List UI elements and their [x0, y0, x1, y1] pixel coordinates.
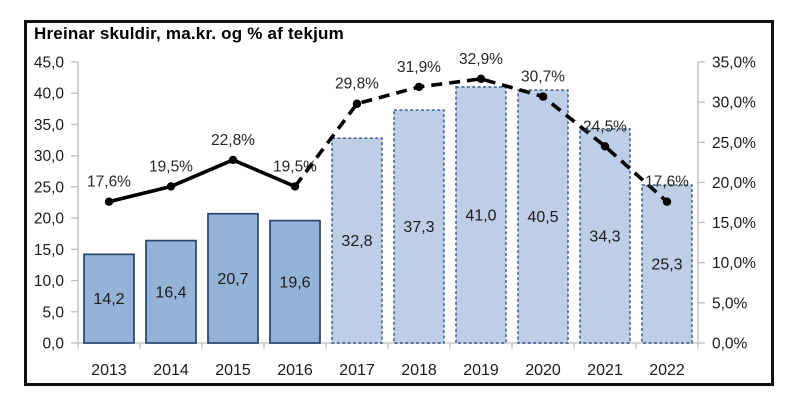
left-axis-tick-label: 40,0: [34, 86, 65, 103]
bar-2017: [331, 137, 383, 344]
line-percent-label: 17,6%: [87, 174, 131, 191]
left-axis-tick-label: 10,0: [34, 273, 65, 290]
line-marker-2020: [538, 92, 548, 101]
x-axis-category-label: 2021: [587, 362, 623, 379]
line-marker-2022: [662, 197, 672, 206]
x-axis-category-label: 2014: [153, 362, 189, 379]
bar-2018: [393, 109, 445, 344]
bar-2019: [455, 86, 507, 344]
right-axis-tick-label: 20,0%: [712, 175, 756, 192]
bar-value-label: 19,6: [279, 274, 310, 291]
line-marker-2016: [290, 182, 300, 191]
line-marker-2019: [476, 74, 486, 84]
left-axis-tick-label: 25,0: [34, 179, 65, 196]
bar-value-label: 32,8: [341, 233, 372, 250]
bar-value-label: 16,4: [155, 284, 186, 301]
bar-2022: [641, 184, 693, 344]
line-actual-solid: [107, 158, 297, 204]
bar-2016: [269, 219, 321, 344]
line-marker-2015: [228, 155, 238, 165]
line-percent-label: 19,5%: [149, 158, 193, 175]
left-axis-tick-label: 5,0: [42, 304, 64, 321]
bar-value-label: 37,3: [403, 219, 434, 236]
line-percent-label: 22,8%: [211, 132, 255, 149]
bar-value-label: 34,3: [589, 228, 620, 245]
right-axis-tick-label: 35,0%: [712, 55, 756, 72]
line-marker-2018: [414, 82, 424, 92]
bar-value-label: 41,0: [465, 207, 496, 224]
x-axis-category-label: 2019: [463, 362, 499, 379]
x-axis-category-label: 2018: [401, 362, 437, 379]
bar-2021: [579, 128, 631, 344]
x-axis-category-label: 2015: [215, 362, 251, 379]
left-axis-tick-label: 35,0: [34, 117, 65, 134]
x-axis-category-label: 2020: [525, 362, 561, 379]
bar-value-label: 14,2: [93, 291, 124, 308]
line-percent-label: 24,5%: [583, 118, 627, 135]
line-percent-label: 32,9%: [459, 51, 503, 68]
bar-2020: [517, 89, 569, 344]
right-axis-tick-label: 10,0%: [712, 255, 756, 272]
left-axis-tick-label: 0,0: [42, 336, 64, 353]
left-axis-tick-label: 45,0: [34, 55, 65, 72]
x-axis-category-label: 2016: [277, 362, 313, 379]
chart-title: Hreinar skuldir, ma.kr. og % af tekjum: [34, 24, 344, 43]
line-percent-label: 19,5%: [273, 158, 317, 175]
bar-2014: [145, 239, 197, 344]
left-axis-tick-label: 20,0: [34, 211, 65, 228]
x-axis-category-label: 2017: [339, 362, 375, 379]
right-axis-tick-label: 30,0%: [712, 95, 756, 112]
line-marker-2021: [600, 142, 610, 151]
line-percent-label: 17,6%: [645, 174, 689, 191]
line-marker-2017: [352, 99, 362, 108]
line-percent-label: 30,7%: [521, 69, 565, 86]
right-axis-tick-label: 15,0%: [712, 215, 756, 232]
line-marker-2013: [104, 197, 114, 206]
right-axis-tick-label: 5,0%: [712, 295, 748, 312]
bar-value-label: 20,7: [217, 271, 248, 288]
bar-value-label: 40,5: [527, 209, 558, 226]
bar-value-label: 25,3: [651, 257, 682, 274]
x-axis-category-label: 2013: [91, 362, 127, 379]
right-axis-tick-label: 25,0%: [712, 135, 756, 152]
left-axis-tick-label: 30,0: [34, 148, 65, 165]
right-axis-tick-label: 0,0%: [712, 336, 748, 353]
left-axis-tick-label: 15,0: [34, 242, 65, 259]
line-marker-2014: [166, 182, 176, 191]
bar-2015: [207, 212, 259, 344]
line-percent-label: 29,8%: [335, 76, 379, 93]
bar-2013: [83, 253, 135, 344]
x-axis-category-label: 2022: [649, 362, 685, 379]
line-percent-label: 31,9%: [397, 59, 441, 76]
